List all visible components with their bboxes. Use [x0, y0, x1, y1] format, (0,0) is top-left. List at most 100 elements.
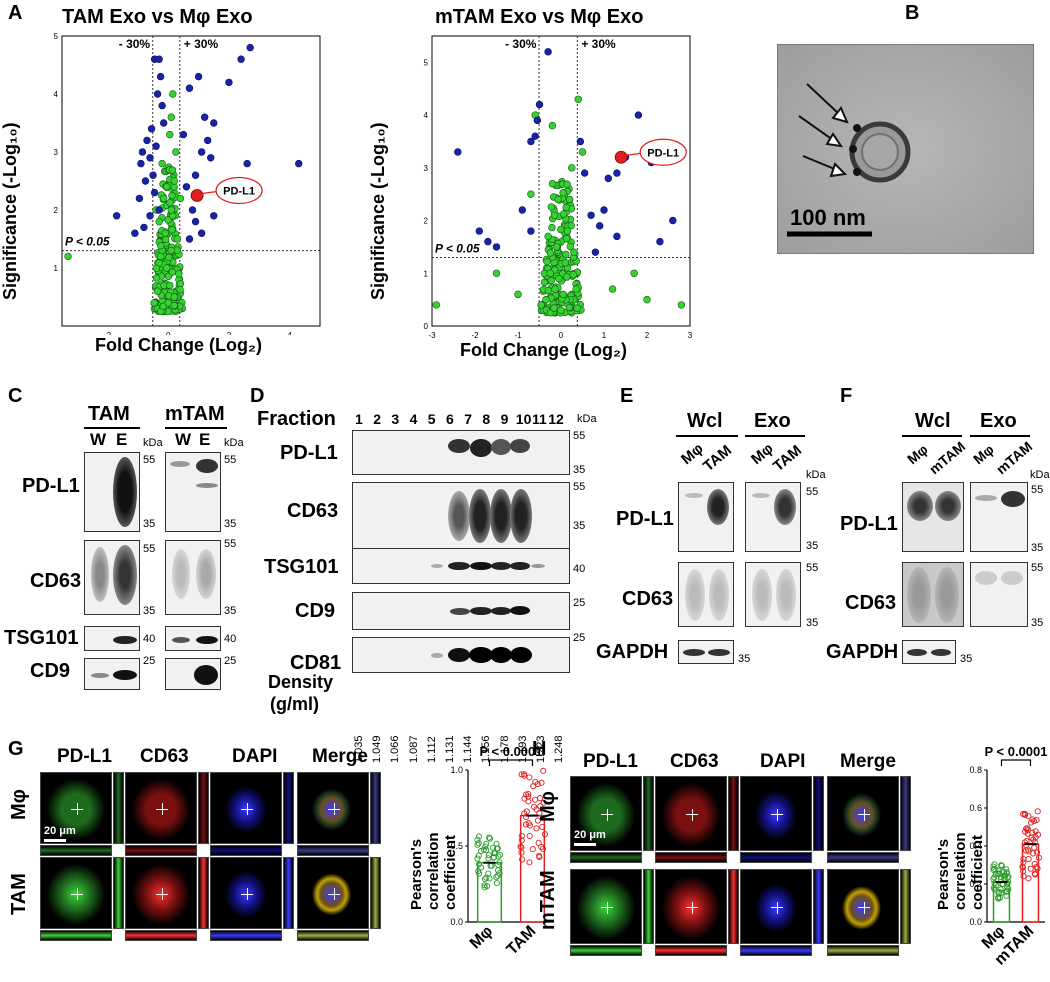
e-mk: 35: [806, 617, 819, 629]
volcano-point-sig: [613, 169, 621, 177]
volcano-point-sig: [492, 243, 501, 251]
d-blot-pdl1: [352, 430, 570, 475]
volcano-point-ns: [166, 199, 174, 207]
x-tick-label: 0: [166, 331, 171, 335]
crosshair: [771, 901, 783, 914]
bar-data-point: [482, 843, 489, 850]
volcano-right-ylabel: Significance (-Log₁₀): [368, 122, 388, 300]
volcano-left-ylabel: Significance (-Log₁₀): [0, 122, 20, 300]
crosshair: [328, 888, 340, 900]
volcano-point-sig: [140, 223, 148, 232]
c-row-cd63: CD63: [30, 570, 82, 592]
volcano-point-sig: [634, 111, 643, 119]
d-blot-cd9: [352, 592, 570, 630]
volcano-point-ns: [559, 189, 567, 197]
e-lane: TAM: [700, 441, 735, 476]
f-row-gapdh: GAPDH: [826, 641, 899, 663]
orthogonal-side-view: [283, 857, 294, 929]
micrograph-cell: [827, 869, 899, 944]
bar-data-point: [1004, 880, 1011, 887]
volcano-point-ns: [527, 190, 535, 198]
bar-data-point: [483, 874, 490, 881]
c-lane-w2: W: [175, 430, 192, 449]
f-blot-cd63-exo: [970, 562, 1028, 627]
volcano-point-ns: [172, 148, 180, 156]
volcano-point-ns: [150, 299, 158, 307]
volcano-point-sig: [141, 177, 150, 185]
c-mk: 25: [143, 655, 156, 667]
volcano-point-ns: [572, 285, 580, 293]
fraction-number: 1: [355, 411, 363, 427]
micrograph-cell: [655, 776, 727, 851]
volcano-point-ns: [167, 113, 175, 121]
volcano-point-ns: [153, 287, 162, 295]
bar-data-point: [1029, 829, 1036, 836]
orthogonal-side-view: [198, 772, 209, 844]
c-blot-tsg101-mtam: [165, 626, 221, 651]
volcano-point-ns: [166, 130, 174, 139]
crosshair: [686, 808, 698, 821]
volcano-point-sig: [295, 159, 303, 168]
volcano-point-sig: [544, 48, 552, 56]
bar-data-point: [486, 835, 494, 842]
e-blot-pdl1-wcl: [678, 482, 734, 552]
bar-y-tick-label: 0.0: [450, 917, 463, 927]
volcano-point-ns: [168, 191, 176, 200]
bar-data-point: [484, 883, 491, 890]
volcano-point-sig: [135, 194, 144, 203]
y-tick-label: 1: [54, 264, 59, 273]
bar-data-point: [991, 861, 998, 868]
micrograph-cell: [570, 776, 642, 851]
d-mk: 35: [573, 520, 586, 532]
d-fraction-numbers: 1 2 3 4 5 6 7 8 9 10 11 12: [355, 411, 575, 429]
volcano-point-ns: [570, 248, 578, 256]
bar-data-point: [525, 790, 532, 798]
bar-data-point: [536, 852, 543, 859]
bar-y-tick-label: 0.8: [969, 765, 982, 775]
volcano-point-ns: [514, 290, 522, 299]
orthogonal-bottom-view: [570, 945, 642, 956]
orthogonal-side-view: [813, 776, 824, 851]
bar-data-point: [478, 864, 485, 871]
e-row-pdl1: PD-L1: [616, 508, 674, 530]
volcano-point-ns: [64, 252, 72, 261]
volcano-point-sig: [179, 130, 188, 139]
bar-pvalue: P < 0.0001: [984, 744, 1047, 759]
orthogonal-side-view: [370, 857, 381, 929]
h-channel: CD63: [670, 751, 719, 772]
pvalue-label: P < 0.05: [65, 235, 110, 249]
volcano-point-ns: [159, 194, 168, 203]
f-row-cd63: CD63: [845, 592, 897, 614]
volcano-point-sig: [203, 136, 212, 145]
volcano-point-ns: [562, 234, 571, 243]
orthogonal-bottom-view: [827, 852, 899, 863]
x-tick-label: 1: [602, 331, 607, 340]
volcano-point-ns: [170, 293, 179, 301]
volcano-point-sig: [185, 84, 194, 92]
volcano-point-sig: [182, 183, 191, 191]
volcano-point-ns: [563, 227, 572, 235]
d-mk: 40: [573, 563, 586, 575]
f-group-wcl: Wcl: [915, 410, 951, 432]
x-tick-label: -2: [471, 331, 479, 340]
volcano-point-ns: [540, 278, 549, 287]
threshold-left-label: - 30%: [505, 37, 537, 51]
crosshair: [241, 888, 253, 900]
micrograph-cell: [827, 776, 899, 851]
volcano-point-ns: [161, 235, 170, 244]
volcano-point-sig: [533, 116, 542, 125]
bar-data-point: [486, 834, 493, 841]
bar-data-point: [1003, 866, 1010, 873]
micrograph-cell: [297, 772, 369, 844]
volcano-point-sig: [143, 136, 151, 145]
volcano-point-sig: [197, 229, 206, 237]
volcano-point-sig: [200, 113, 209, 121]
micrograph-cell: [740, 776, 812, 851]
pdl1-label: PD-L1: [647, 147, 679, 159]
bar-data-point: [521, 772, 528, 779]
volcano-point-sig: [237, 55, 245, 63]
c-lane-e1: E: [116, 430, 128, 449]
tem-image: [777, 44, 1034, 254]
crosshair: [601, 808, 613, 821]
volcano-point-sig: [225, 78, 233, 87]
